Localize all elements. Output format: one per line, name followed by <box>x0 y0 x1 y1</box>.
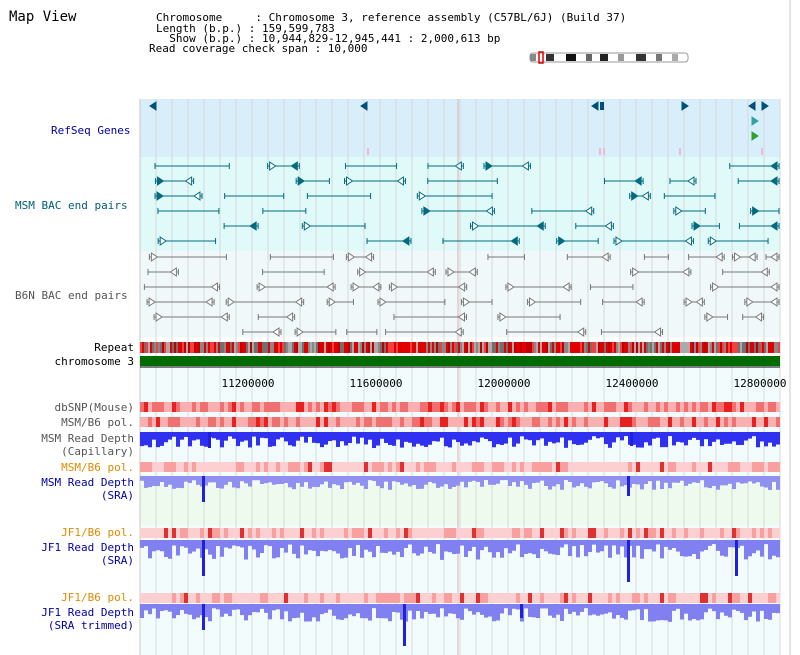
chromosome-ideogram[interactable] <box>529 51 689 64</box>
chromosome-bar <box>140 356 780 366</box>
track-label-msm-bac[interactable]: MSM BAC end pairs <box>15 199 128 212</box>
length-info-line: Length (b.p.) : 159,599,783 <box>156 22 335 35</box>
polymorphism-heat-strips <box>140 402 780 603</box>
track-label-refseq[interactable]: RefSeq Genes <box>51 124 131 137</box>
track-label-msm-b6-pol: MSM/B6 pol. <box>61 416 134 429</box>
feature-glyphs[interactable] <box>143 101 780 337</box>
tick-label-11600000: 11600000 <box>350 377 403 390</box>
read-depth-bars <box>140 432 780 646</box>
tick-label-12400000: 12400000 <box>606 377 659 390</box>
track-label-msm-depth-sra: MSM Read Depth <box>41 476 134 489</box>
track-label-msm-b6-pol-sra: MSM/B6 pol. <box>61 461 134 474</box>
vertical-grid <box>139 0 791 655</box>
track-label-jf1-depth-trimmed-sub: (SRA trimmed) <box>47 619 134 632</box>
track-label-jf1-depth-sra-sub: (SRA) <box>100 554 134 567</box>
repeat-strip <box>140 342 780 353</box>
track-label-msm-depth-capillary: MSM Read Depth <box>41 432 134 445</box>
track-label-msm-depth-sra-sub: (SRA) <box>100 489 134 502</box>
track-label-jf1-depth-trimmed: JF1 Read Depth <box>41 606 134 619</box>
track-label-chromosome: chromosome 3 <box>54 355 134 368</box>
track-label-dbsnp: dbSNP(Mouse) <box>54 401 134 414</box>
page-title: Map View <box>9 9 77 25</box>
track-label-repeat: Repeat <box>94 341 134 354</box>
chromosome-info-line: Chromosome : Chromosome 3, reference ass… <box>156 11 627 24</box>
position-axis: 11200000 11600000 12000000 12400000 1280… <box>140 366 787 390</box>
track-label-jf1-b6-pol: JF1/B6 pol. <box>61 526 134 539</box>
show-range-line: Show (b.p.) : 10,944,829-12,945,441 : 2,… <box>156 32 501 45</box>
tick-label-11200000: 11200000 <box>222 377 275 390</box>
track-label-jf1-b6-pol-2: JF1/B6 pol. <box>61 591 134 604</box>
tick-label-12000000: 12000000 <box>478 377 531 390</box>
tick-label-12800000: 12800000 <box>734 377 787 390</box>
track-label-jf1-depth-sra: JF1 Read Depth <box>41 541 134 554</box>
track-label-msm-depth-capillary-sub: (Capillary) <box>61 445 134 458</box>
track-label-b6n-bac[interactable]: B6N BAC end pairs <box>15 289 128 302</box>
coverage-span-line: Read coverage check span : 10,000 <box>149 42 368 55</box>
